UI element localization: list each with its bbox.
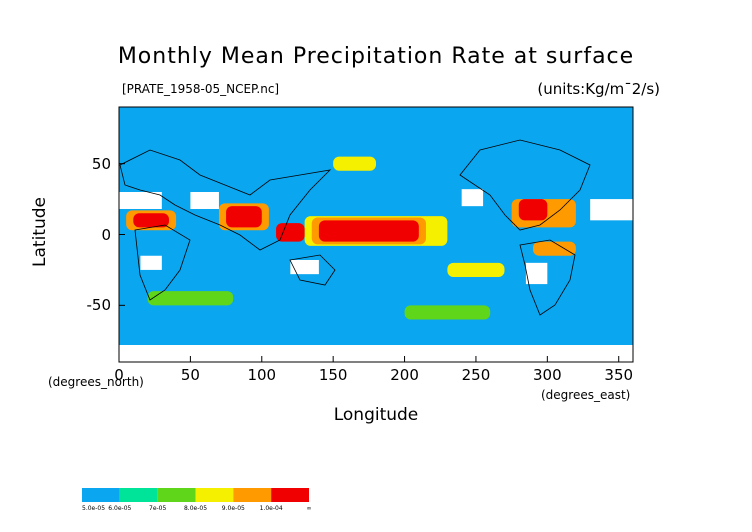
colorbar-label: 7e-05 [149,505,167,512]
axis-ticks [118,163,620,362]
x-tick-label: 50 [180,366,200,384]
colorbar-label: 8.0e-05 [183,505,208,512]
colorbar-swatch-0 [82,488,120,502]
missing-data-cell-7 [119,345,633,362]
x-axis-unit: (degrees_east) [541,388,631,402]
colorbar-swatch-1 [119,488,158,502]
missing-data-cell-5 [290,260,319,275]
colorbar-label: 9.0e-05 [221,505,245,512]
missing-data-cell-2 [461,189,484,207]
continent-outlines [119,139,591,316]
heatmap-layer [119,107,633,362]
x-tick-label: 150 [318,366,348,384]
missing-data-cell-6 [525,262,548,285]
heatmap-cell-3 [447,262,505,277]
y-axis-unit: (degrees_north) [48,375,144,389]
x-tick-label: 200 [390,366,419,384]
x-tick-label: 300 [533,366,562,384]
heatmap-cell-13 [133,213,169,228]
colorbar-swatch-2 [157,488,196,502]
heatmap-cell-9 [533,241,576,256]
y-axis-label: Latitude [30,197,50,267]
colorbar-swatch-5 [271,488,309,502]
colorbar-swatch-3 [195,488,234,502]
y-tick-label: 0 [101,225,111,244]
y-tick-label: -50 [86,296,112,315]
missing-data-cell-0 [119,192,162,209]
heatmap-cell-11 [276,223,305,242]
x-tick-label: 0 [114,366,124,384]
chart-subtitle: [PRATE_1958-05_NCEP.nc] [122,82,280,96]
chart-title: Monthly Mean Precipitation Rate at surfa… [117,44,635,69]
x-axis-label: Longitude [333,405,419,425]
heatmap-cell-12 [518,199,548,221]
heatmap-cell-10 [318,220,419,242]
x-tick-label: 250 [461,366,491,384]
missing-data-cell-1 [190,192,219,209]
colorbar-label: 5.0e-05 [82,505,106,512]
colorbar [82,488,309,502]
missing-data-cell-3 [590,199,633,221]
heatmap-cell-1 [404,305,491,320]
x-tick-label: 100 [247,366,277,384]
colorbar-label: ∞ [306,505,312,512]
units-label: (units:Kg/m¯2/s) [537,80,660,98]
heatmap-cell-4 [333,156,376,171]
heatmap-cell-14 [226,206,262,228]
missing-data-cell-4 [140,255,162,270]
heatmap-cell-0 [147,291,234,306]
y-tick-label: 50 [91,154,111,173]
x-tick-label: 350 [604,366,634,384]
colorbar-label: 1.0e-04 [259,505,283,512]
colorbar-label: 6.0e-05 [108,505,132,512]
colorbar-swatch-4 [233,488,272,502]
